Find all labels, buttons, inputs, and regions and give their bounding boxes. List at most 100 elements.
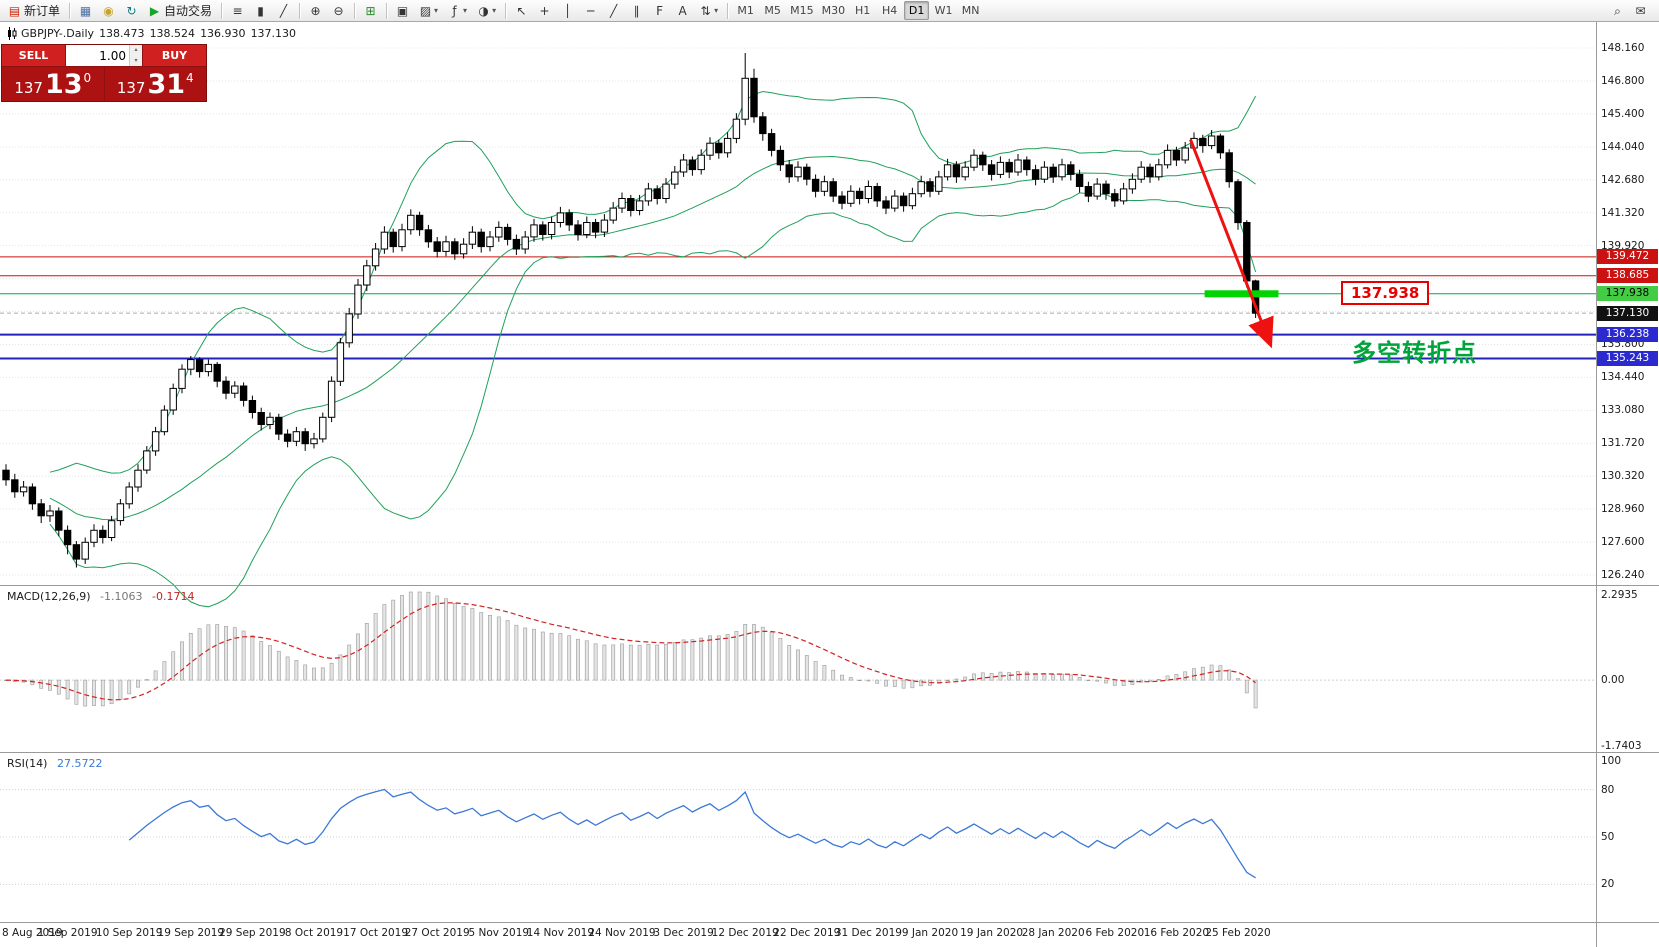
vertical-line-button[interactable]: │ xyxy=(557,1,578,20)
trade-panel-divider xyxy=(103,67,105,101)
tile-windows-icon: ⊞ xyxy=(365,3,376,18)
dropdown-caret-icon: ▾ xyxy=(434,6,439,15)
refresh-button[interactable]: ↻ xyxy=(121,1,142,20)
timeframe-mn-button[interactable]: MN xyxy=(961,4,980,17)
timeframe-w1-button[interactable]: W1 xyxy=(934,4,953,17)
periods-button[interactable]: ◑ ▾ xyxy=(473,1,500,20)
macd-histogram xyxy=(0,591,1596,709)
timeframe-m15-button[interactable]: M15 xyxy=(790,4,814,17)
bar-chart-button[interactable]: ≡ xyxy=(227,1,248,20)
toolbar-separator xyxy=(505,2,507,19)
chart-header: GBPJPY-.Daily 138.473 138.524 136.930 13… xyxy=(7,27,301,40)
panel-separators xyxy=(0,22,1659,947)
cursor-button[interactable]: ↖ xyxy=(511,1,532,20)
rsi-value: 27.5722 xyxy=(56,757,103,770)
zoom-in-button[interactable]: ⊕ xyxy=(305,1,326,20)
autotrading-icon: ▶ xyxy=(149,3,160,18)
indicators-icon: ƒ xyxy=(452,3,457,18)
auto-arrange-button[interactable]: ▣ xyxy=(392,1,413,20)
tile-windows-button[interactable]: ⊞ xyxy=(360,1,381,20)
vertical-line-icon: │ xyxy=(563,3,572,18)
sell-price-button[interactable]: 137 13 0 xyxy=(2,67,104,101)
rsi-indicator-label: RSI(14) 27.5722 xyxy=(7,757,102,770)
macd-signal-line xyxy=(5,602,1256,701)
timeframe-m5-button[interactable]: M5 xyxy=(764,4,781,17)
alerts-icon: ✉ xyxy=(1635,3,1646,18)
trendline-icon: ╱ xyxy=(609,3,618,18)
zoom-out-icon: ⊖ xyxy=(333,3,344,18)
candlestick-icon xyxy=(8,27,17,40)
toolbar: ▤ 新订单 ▦ ◉ ↻ ▶ 自动交易 ≡ ▮ ╱ ⊕ ⊖ ⊞ ▣ ▨ ▾ ƒ ▾ ◑ ▾ ↖ + │ ─ ╱ ∥ F A ⇅ ▾ M1 M5 M… xyxy=(0,0,1659,22)
indicators-button[interactable]: ƒ ▾ xyxy=(444,1,471,20)
periods-icon: ◑ xyxy=(478,3,489,18)
crosshair-button[interactable]: + xyxy=(534,1,555,20)
templates-button[interactable]: ▨ ▾ xyxy=(415,1,442,20)
macd-indicator-label: MACD(12,26,9) -1.1063 -0.1714 xyxy=(7,590,194,603)
line-chart-icon: ╱ xyxy=(279,3,288,18)
buy-price-button[interactable]: 137 31 4 xyxy=(105,67,207,101)
horizontal-line-button[interactable]: ─ xyxy=(580,1,601,20)
bar-chart-icon: ≡ xyxy=(232,3,243,18)
arrows-button[interactable]: ⇅ ▾ xyxy=(695,1,722,20)
toolbar-separator xyxy=(354,2,356,19)
deposit-button[interactable]: ◉ xyxy=(98,1,119,20)
equidistant-channel-icon: ∥ xyxy=(633,3,640,18)
volume-input[interactable] xyxy=(66,45,129,66)
new-order-button[interactable]: ▤ 新订单 xyxy=(4,1,64,20)
charts-icon: ▦ xyxy=(79,3,92,18)
text-label-button[interactable]: A xyxy=(672,1,693,20)
ohlc-open: 138.473 xyxy=(99,27,145,40)
candlestick-chart-icon: ▮ xyxy=(257,3,264,18)
sell-price-big-digits: 13 xyxy=(44,69,83,100)
new-order-label: 新订单 xyxy=(24,4,61,18)
new-order-icon: ▤ xyxy=(8,3,21,18)
timeframe-m1-button[interactable]: M1 xyxy=(737,4,754,17)
ohlc-close: 137.130 xyxy=(250,27,297,40)
volume-decrease-button[interactable]: ▾ xyxy=(130,55,142,66)
text-label-icon: A xyxy=(678,3,687,18)
support-highlight xyxy=(1204,290,1279,298)
macd-name: MACD(12,26,9) xyxy=(7,590,91,603)
refresh-icon: ↻ xyxy=(126,3,137,18)
volume-increase-button[interactable]: ▴ xyxy=(130,45,142,56)
macd-main-value: -1.1063 xyxy=(100,590,143,603)
toolbar-separator xyxy=(69,2,71,19)
toolbar-separator xyxy=(299,2,301,19)
horizontal-line-objects xyxy=(0,256,1596,360)
buy-button[interactable]: BUY xyxy=(143,45,206,66)
toolbar-separator xyxy=(727,2,729,19)
line-chart-button[interactable]: ╱ xyxy=(273,1,294,20)
chart-symbol: GBPJPY-.Daily xyxy=(21,27,95,40)
timeframe-d1-button[interactable]: D1 xyxy=(904,1,930,20)
ohlc-low: 136.930 xyxy=(200,27,246,40)
toolbar-separator xyxy=(221,2,223,19)
timeframe-m30-button[interactable]: M30 xyxy=(821,4,846,17)
equidistant-channel-button[interactable]: ∥ xyxy=(626,1,647,20)
turning-point-note: 多空转折点 xyxy=(1352,339,1477,367)
toolbar-separator xyxy=(386,2,388,19)
volume-stepper: ▴ ▾ xyxy=(129,45,142,66)
sell-price-pip: 0 xyxy=(83,71,92,85)
charts-button[interactable]: ▦ xyxy=(75,1,96,20)
timeframe-h4-button[interactable]: H4 xyxy=(881,4,898,17)
sell-button[interactable]: SELL xyxy=(2,45,65,66)
price-callout-label: 137.938 xyxy=(1341,281,1430,305)
zoom-out-button[interactable]: ⊖ xyxy=(328,1,349,20)
autotrading-button[interactable]: ▶ 自动交易 xyxy=(144,1,216,20)
macd-signal-value: -0.1714 xyxy=(152,590,195,603)
timeframe-h1-button[interactable]: H1 xyxy=(854,4,871,17)
volume-box: ▴ ▾ xyxy=(65,45,143,66)
dropdown-caret-icon: ▾ xyxy=(492,6,497,15)
trendline-button[interactable]: ╱ xyxy=(603,1,624,20)
toolbar-right-group: ⌕ ✉ xyxy=(1606,1,1652,20)
fibonacci-button[interactable]: F xyxy=(649,1,670,20)
candlestick-chart-button[interactable]: ▮ xyxy=(250,1,271,20)
buy-price-big-digits: 31 xyxy=(147,69,186,100)
dropdown-caret-icon: ▾ xyxy=(463,6,468,15)
search-button[interactable]: ⌕ xyxy=(1607,1,1628,20)
autotrading-label: 自动交易 xyxy=(164,4,213,18)
horizontal-line-icon: ─ xyxy=(586,3,595,18)
alerts-button[interactable]: ✉ xyxy=(1630,1,1651,20)
